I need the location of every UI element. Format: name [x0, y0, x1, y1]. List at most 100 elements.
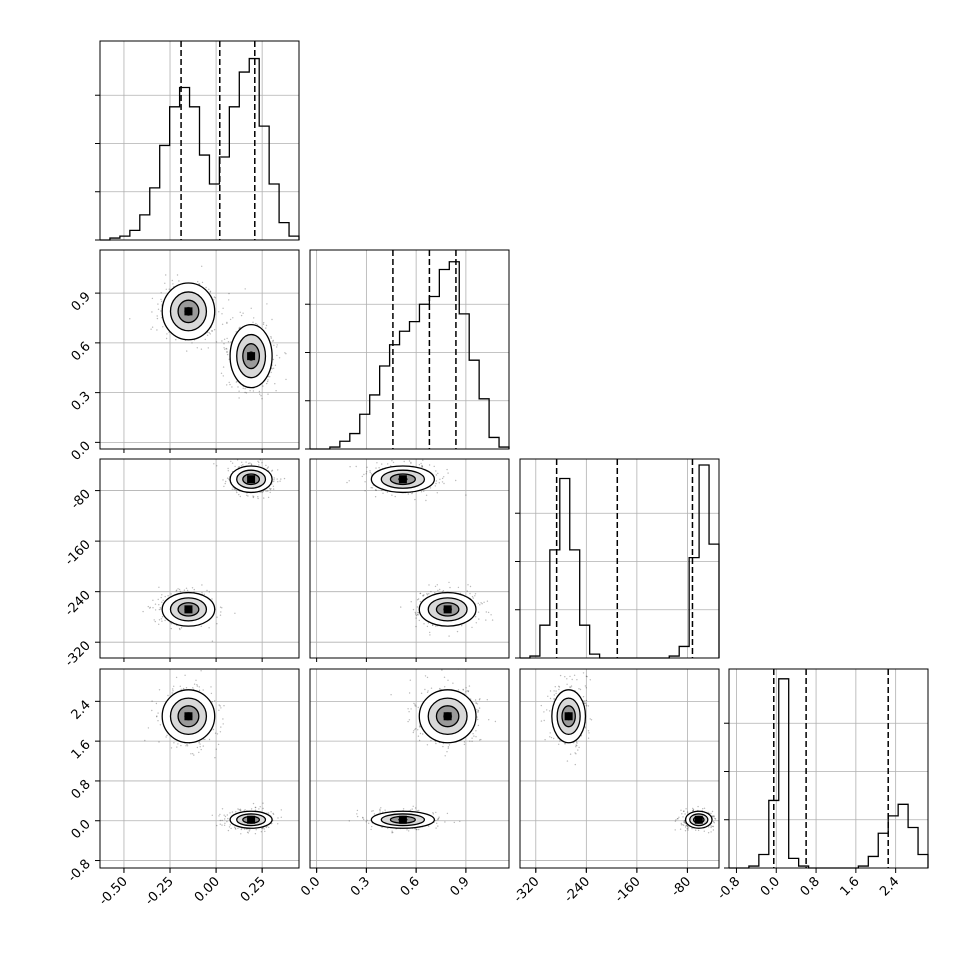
- sample-point: [273, 344, 275, 346]
- sample-point: [267, 812, 270, 814]
- sample-point: [259, 393, 261, 395]
- sample-point: [412, 805, 414, 807]
- sample-point: [249, 829, 251, 831]
- sample-point: [285, 378, 287, 381]
- sample-point: [442, 742, 444, 745]
- sample-point: [164, 282, 166, 284]
- sample-point: [436, 584, 438, 586]
- sample-point: [221, 340, 223, 342]
- sample-point: [583, 700, 586, 702]
- sample-point: [259, 491, 261, 494]
- sample-point: [242, 387, 244, 389]
- sample-point: [224, 348, 226, 350]
- sample-point: [590, 719, 593, 721]
- scatter-panel-2-0: -320-240-160-80: [62, 458, 300, 670]
- contour-line: [380, 469, 426, 489]
- sample-point: [569, 753, 572, 755]
- sample-point: [417, 706, 419, 709]
- sample-point: [420, 462, 422, 465]
- x-tick-label: -0.25: [142, 874, 176, 908]
- sample-point: [178, 280, 180, 282]
- sample-point: [226, 321, 228, 324]
- sample-point: [259, 806, 261, 808]
- sample-point: [434, 592, 436, 594]
- contour-line: [229, 323, 273, 389]
- y-tick-label: 0.0: [69, 817, 94, 842]
- density-layer: [142, 459, 286, 642]
- sample-point: [463, 741, 466, 743]
- contour-line: [161, 591, 216, 627]
- sample-point: [371, 825, 373, 828]
- sample-point: [211, 814, 213, 816]
- sample-point: [564, 743, 566, 745]
- y-tick-label: 0.3: [69, 389, 94, 414]
- sample-point: [412, 731, 414, 734]
- sample-point: [271, 822, 273, 825]
- sample-point: [477, 711, 479, 713]
- density-peak: [564, 712, 573, 721]
- sample-point: [211, 701, 213, 703]
- sample-point: [269, 376, 271, 378]
- sample-point: [435, 480, 438, 482]
- sample-point: [168, 288, 170, 290]
- sample-point: [477, 709, 480, 712]
- sample-point: [272, 340, 274, 342]
- sample-point: [543, 719, 545, 722]
- sample-point: [425, 499, 427, 502]
- sample-point: [553, 737, 555, 740]
- sample-point: [415, 705, 417, 707]
- sample-point: [400, 606, 402, 608]
- scatter-panel-3-1: 0.0 0.3 0.6 0.9: [298, 668, 510, 899]
- sample-point: [179, 685, 181, 687]
- sample-point: [362, 817, 364, 819]
- sample-point: [198, 742, 200, 744]
- sample-point: [549, 690, 552, 692]
- sample-point: [455, 479, 457, 482]
- sample-point: [157, 303, 159, 305]
- sample-point: [378, 467, 380, 469]
- sample-point: [439, 688, 441, 691]
- scatter-panel-3-2: -320 -240 -160 -80: [511, 668, 720, 906]
- sample-point: [239, 326, 241, 328]
- sample-point: [456, 630, 459, 633]
- sample-point: [270, 371, 272, 374]
- sample-point: [172, 688, 174, 690]
- x-tick-label: 0.8: [798, 874, 823, 899]
- sample-point: [543, 711, 545, 713]
- sample-point: [240, 828, 242, 831]
- sample-point: [477, 611, 480, 613]
- sample-point: [238, 397, 240, 399]
- sample-point: [170, 623, 173, 625]
- sample-point: [208, 627, 210, 629]
- sample-point: [424, 675, 427, 677]
- sample-point: [151, 700, 153, 702]
- contour-line: [177, 602, 200, 617]
- sample-point: [479, 604, 481, 606]
- contour-line: [427, 697, 468, 736]
- sample-point: [392, 831, 394, 834]
- sample-point: [269, 488, 272, 491]
- sample-point: [212, 666, 213, 667]
- sample-point: [549, 732, 551, 734]
- sample-point: [432, 812, 434, 814]
- sample-point: [200, 748, 202, 751]
- sample-point: [273, 480, 275, 483]
- sample-point: [365, 473, 367, 475]
- sample-point: [555, 690, 557, 692]
- sample-point: [435, 625, 437, 627]
- sample-point: [414, 611, 416, 614]
- sample-point: [236, 459, 239, 461]
- sample-point: [193, 683, 196, 685]
- sample-point: [274, 364, 277, 366]
- sample-point: [260, 831, 263, 833]
- sample-point: [578, 746, 580, 749]
- sample-point: [271, 368, 273, 370]
- sample-point: [219, 823, 221, 825]
- sample-point: [471, 596, 474, 598]
- sample-point: [417, 598, 420, 600]
- sample-point: [240, 833, 242, 835]
- y-tick-label: 0.9: [69, 289, 94, 314]
- sample-point: [411, 492, 413, 495]
- sample-point: [198, 741, 201, 743]
- sample-point: [235, 381, 238, 383]
